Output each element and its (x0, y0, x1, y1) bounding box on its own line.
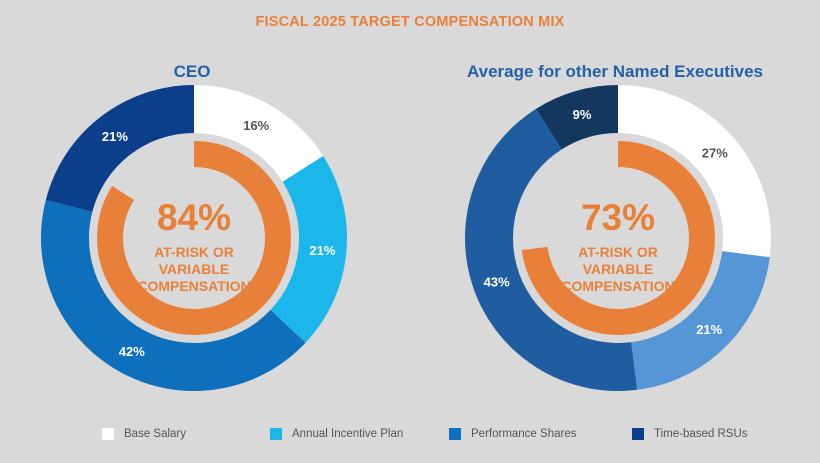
legend-swatch (102, 428, 114, 440)
legend-label: Performance Shares (471, 428, 577, 440)
segment-annual-incentive-plan (270, 156, 348, 343)
neo-chart-title: Average for other Named Executives (466, 62, 764, 81)
center-caption-line: AT-RISK OR (154, 244, 234, 260)
segment-time-based-rsus (45, 85, 194, 212)
segment-annual-incentive-plan (631, 251, 770, 390)
figure-title: FISCAL 2025 TARGET COMPENSATION MIX (255, 14, 565, 30)
segment-base-salary (194, 85, 324, 182)
legend-item-time-based-rsus: Time-based RSUs (632, 428, 748, 440)
center-caption-line: COMPENSATION (561, 278, 674, 294)
data-label: 21% (309, 243, 335, 258)
at-risk-ring (521, 141, 715, 335)
center-caption-line: VARIABLE (159, 261, 230, 277)
neo-donut-chart: 27% 21% 43% 9% 73% AT-RISK ORVARIABLECOMPENSA… (465, 85, 771, 392)
center-value: 73% (581, 197, 655, 238)
segment-time-based-rsus (536, 85, 618, 150)
data-label: 43% (484, 275, 510, 290)
center-caption-line: VARIABLE (583, 261, 654, 277)
segment-base-salary (618, 85, 771, 258)
legend-item-base-salary: Base Salary (102, 428, 186, 440)
at-risk-ring (97, 141, 291, 335)
legend-item-performance-shares: Performance Shares (449, 428, 576, 440)
legend-swatch (270, 428, 282, 440)
legend-swatch (449, 428, 461, 440)
legend-label: Base Salary (124, 428, 187, 440)
data-label: 16% (243, 118, 269, 133)
data-label: 9% (573, 107, 592, 122)
legend-label: Time-based RSUs (654, 428, 748, 440)
segment-performance-shares (465, 108, 638, 392)
ceo-donut-chart: 16% 21% 42% 21% 84% AT-RISK ORVARIABLECOMPENS… (40, 85, 348, 392)
center-caption-line: COMPENSATION (137, 278, 250, 294)
segment-performance-shares (40, 199, 306, 392)
data-label: 42% (119, 344, 145, 359)
ceo-chart-title: CEO (173, 62, 211, 81)
legend-label: Annual Incentive Plan (292, 428, 404, 440)
data-label: 21% (102, 129, 128, 144)
center-value: 84% (157, 197, 231, 238)
data-label: 21% (696, 322, 722, 337)
legend: Base Salary Annual Incentive Plan Perfor… (0, 428, 820, 444)
data-label: 27% (702, 146, 728, 161)
center-caption-line: AT-RISK OR (578, 244, 658, 260)
legend-swatch (632, 428, 644, 440)
legend-item-annual-incentive-plan: Annual Incentive Plan (270, 428, 403, 440)
